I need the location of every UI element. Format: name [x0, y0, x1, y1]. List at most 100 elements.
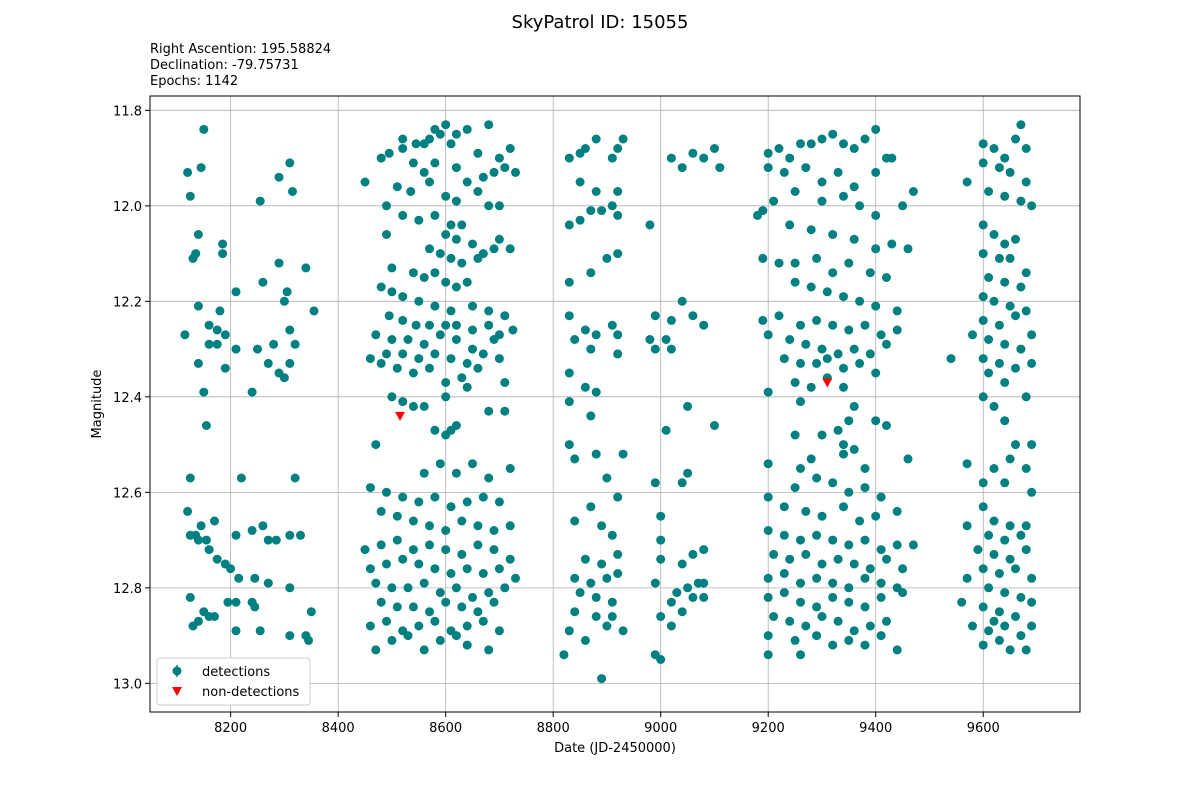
- detection-point: [365, 621, 375, 631]
- detection-point: [419, 645, 429, 655]
- detection-point: [586, 578, 596, 588]
- detection-point: [435, 635, 445, 645]
- detection-point: [185, 191, 195, 201]
- detection-point: [876, 631, 886, 641]
- detection-point: [763, 330, 773, 340]
- detection-point: [446, 502, 456, 512]
- detection-point: [613, 492, 623, 502]
- detection-point: [188, 253, 198, 263]
- detection-point: [828, 640, 838, 650]
- detection-point: [1016, 530, 1026, 540]
- detection-point: [419, 273, 429, 282]
- detection-point: [855, 358, 865, 368]
- detection-point: [774, 144, 784, 153]
- detection-point: [796, 139, 805, 149]
- detection-point: [817, 511, 827, 521]
- detection-point: [763, 148, 773, 158]
- legend-detections-label: detections: [202, 665, 270, 680]
- detection-point: [887, 239, 897, 249]
- detection-point: [183, 506, 193, 516]
- detection-point: [408, 268, 418, 278]
- detection-point: [360, 177, 370, 187]
- detection-point: [441, 378, 451, 387]
- detection-point: [984, 626, 994, 636]
- detection-point: [871, 511, 881, 521]
- detection-point: [785, 335, 795, 344]
- detection-point: [204, 320, 214, 330]
- detection-point: [478, 172, 488, 182]
- detection-point: [597, 206, 607, 216]
- detection-point: [1016, 282, 1026, 292]
- detection-point: [882, 616, 891, 626]
- detection-point: [285, 631, 295, 641]
- detection-point: [1016, 344, 1026, 354]
- detection-point: [419, 167, 429, 177]
- detection-point: [193, 301, 203, 311]
- detection-point: [468, 344, 477, 354]
- detection-point: [586, 411, 596, 421]
- detection-point: [833, 425, 843, 435]
- detection-point: [285, 325, 295, 335]
- detection-point: [494, 354, 504, 364]
- detection-point: [656, 655, 666, 664]
- detection-point: [860, 134, 870, 144]
- detection-point: [871, 210, 881, 220]
- detection-point: [210, 516, 219, 526]
- detection-point: [908, 187, 918, 196]
- detection-point: [602, 573, 612, 583]
- detection-point: [790, 277, 800, 287]
- detection-point: [978, 564, 988, 574]
- detection-point: [376, 358, 386, 368]
- detection-point: [575, 215, 585, 225]
- detection-point: [193, 358, 203, 368]
- detection-point: [430, 616, 440, 626]
- detection-point: [425, 607, 434, 617]
- detection-point: [844, 416, 854, 426]
- detection-point: [806, 382, 816, 392]
- detection-point: [812, 602, 822, 612]
- detection-point: [978, 315, 988, 325]
- detection-point: [484, 473, 494, 483]
- detection-point: [398, 292, 408, 302]
- detection-point: [871, 124, 881, 134]
- detection-point: [984, 583, 994, 593]
- detection-point: [790, 258, 800, 268]
- detection-point: [282, 287, 292, 297]
- detection-point: [564, 277, 574, 287]
- x-tick-label: 8600: [429, 721, 462, 736]
- detection-point: [376, 153, 386, 163]
- detection-point: [833, 616, 843, 626]
- detection-point: [446, 220, 456, 230]
- detection-point: [607, 530, 617, 540]
- detection-point: [441, 191, 451, 201]
- detection-point: [989, 464, 999, 473]
- detection-point: [580, 325, 590, 335]
- detection-point: [984, 530, 994, 540]
- detection-point: [296, 530, 305, 540]
- detection-point: [285, 530, 295, 540]
- detection-point: [457, 258, 467, 268]
- detection-point: [446, 569, 456, 578]
- detection-point: [408, 368, 418, 378]
- detection-point: [844, 635, 854, 645]
- detection-point: [564, 220, 574, 230]
- detection-point: [1005, 454, 1015, 464]
- detection-point: [989, 616, 999, 626]
- detection-point: [903, 454, 913, 464]
- detection-point: [376, 282, 386, 292]
- detection-point: [769, 612, 779, 621]
- detection-point: [984, 187, 994, 196]
- detection-point: [500, 406, 510, 416]
- detection-point: [984, 335, 994, 344]
- detection-point: [710, 421, 719, 430]
- detection-point: [451, 163, 461, 173]
- detection-point: [790, 430, 800, 440]
- detection-point: [494, 234, 504, 244]
- detection-point: [882, 339, 891, 349]
- detection-point: [263, 358, 273, 368]
- detection-point: [212, 339, 222, 349]
- detection-point: [607, 612, 617, 621]
- detection-point: [806, 225, 816, 235]
- detection-point: [185, 530, 195, 540]
- detection-point: [989, 144, 999, 153]
